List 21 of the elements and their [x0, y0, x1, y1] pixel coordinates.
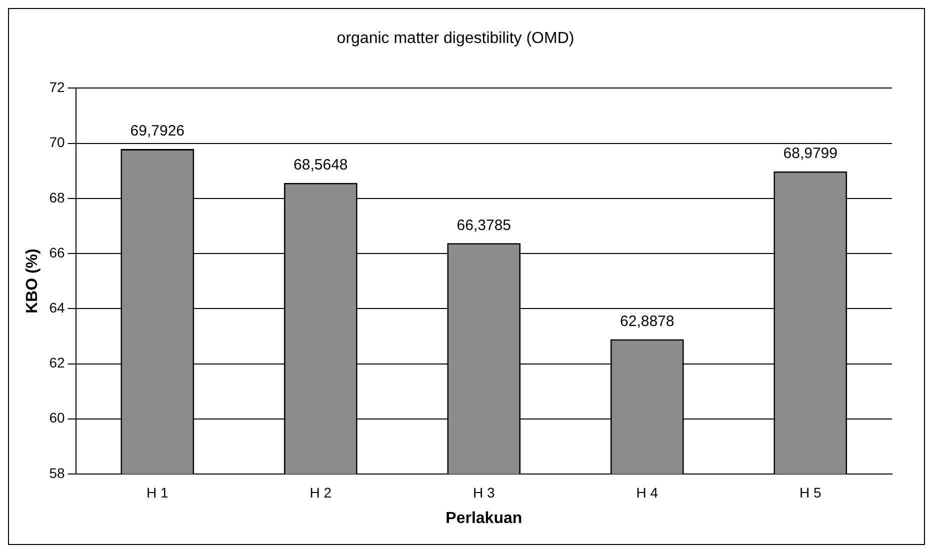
y-tick-label: 58 — [49, 464, 65, 481]
y-axis-title: KBO (%) — [24, 248, 42, 314]
y-tick-label: 66 — [49, 244, 65, 260]
x-tick-label: H 2 — [310, 484, 332, 500]
y-tick-label: 64 — [49, 300, 65, 316]
data-label: 68,9799 — [783, 145, 838, 162]
x-tick-label: H 1 — [146, 484, 168, 500]
y-tick-label: 70 — [49, 134, 65, 150]
x-tick-label: H 4 — [636, 484, 658, 500]
data-label: 68,5648 — [294, 156, 348, 174]
x-axis-title: Perlakuan — [446, 510, 522, 527]
data-label: 62,8878 — [620, 312, 674, 330]
chart-title: organic matter digestibility (OMD) — [336, 30, 574, 48]
y-tick-label: 60 — [49, 410, 65, 426]
y-tick-label: 68 — [49, 189, 65, 206]
x-tick-label: H 3 — [472, 484, 495, 500]
y-tick-label: 62 — [49, 354, 65, 371]
y-tick-label: 72 — [49, 79, 65, 96]
data-label: 66,3785 — [456, 216, 512, 234]
x-tick-label: H 5 — [799, 484, 822, 500]
data-label: 69,7926 — [130, 122, 185, 140]
